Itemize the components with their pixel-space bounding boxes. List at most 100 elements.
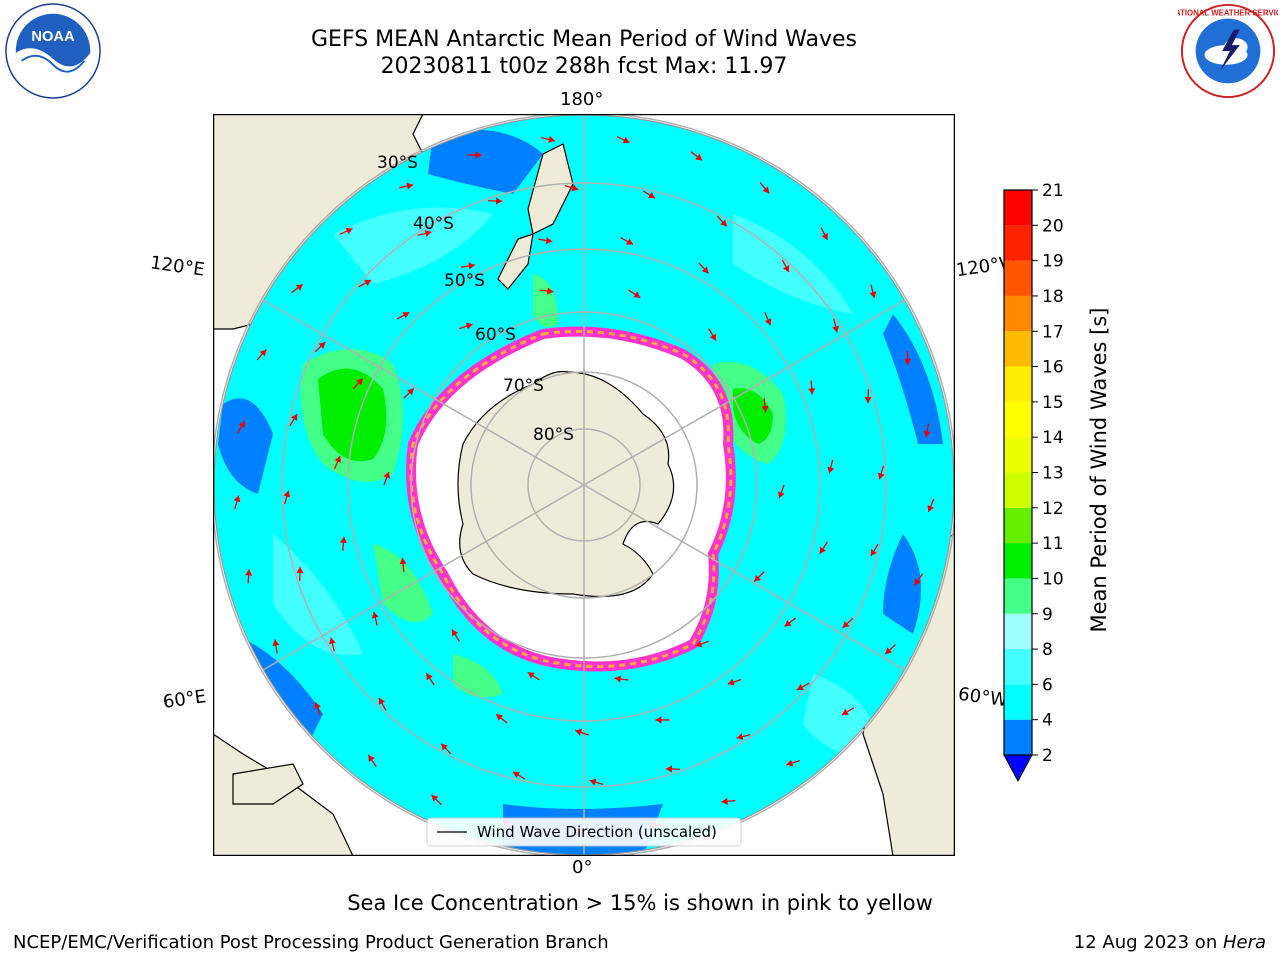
wind-arrow-head <box>371 611 379 619</box>
wind-arrow-head <box>841 708 849 715</box>
wind-arrow-head <box>877 472 885 480</box>
wind-arrow-head <box>328 637 336 645</box>
wind-arrow-head <box>709 333 716 341</box>
colorbar-segment <box>1004 472 1032 508</box>
wind-arrow-head <box>819 546 826 554</box>
wind-arrow-head <box>548 136 555 143</box>
wind-arrow-head <box>296 566 304 573</box>
wind-arrow-head <box>821 233 828 240</box>
wind-arrow-head <box>655 716 662 724</box>
colorbar-tick-label: 2 <box>1042 746 1053 766</box>
wind-arrow-head <box>283 490 291 498</box>
wind-arrow-head <box>827 466 835 474</box>
lat-label-40s: 40°S <box>413 214 454 234</box>
wind-arrow-head <box>695 153 703 161</box>
wind-arrow-head <box>762 186 770 194</box>
wind-arrow-head <box>402 312 410 319</box>
madagascar-land <box>232 763 304 805</box>
wind-arrow-head <box>259 349 267 357</box>
wind-arrow-head <box>701 266 709 274</box>
wind-arrow-head <box>870 549 877 557</box>
sea-ice-caption: Sea Ice Concentration > 15% is shown in … <box>347 891 933 915</box>
wind-arrow-head <box>784 620 792 627</box>
colorbar-tick-label: 10 <box>1042 569 1064 589</box>
wind-arrow-head <box>923 430 931 438</box>
lon-label-0: 0° <box>572 857 593 878</box>
lat-label-70s: 70°S <box>503 376 544 396</box>
colorbar-tick-label: 18 <box>1042 287 1064 307</box>
wind-arrow-head <box>575 729 583 736</box>
colorbar-segment <box>1004 190 1032 226</box>
wind-arrow-head <box>272 639 280 646</box>
lat-label-30s: 30°S <box>377 153 418 173</box>
wind-arrow-head <box>571 184 579 192</box>
wind-arrow-head <box>426 673 433 681</box>
wind-arrow-head <box>832 325 840 333</box>
chart-title: GEFS MEAN Antarctic Mean Period of Wind … <box>311 27 857 52</box>
wind-arrow-head <box>782 265 790 273</box>
lon-label-180: 180° <box>560 89 604 110</box>
colorbar-tick-label: 13 <box>1042 464 1064 484</box>
wind-arrow-head <box>339 536 347 544</box>
colorbar-segment <box>1004 613 1032 650</box>
wind-arrow-head <box>291 413 298 421</box>
wind-arrow-head <box>736 733 744 741</box>
lon-label-120e: 120°E <box>148 252 206 281</box>
colorbar-tick-label: 20 <box>1042 216 1064 236</box>
wind-arrow-head <box>318 342 326 349</box>
noaa-logo-text: NOAA <box>31 29 75 45</box>
wind-arrow-head <box>314 702 321 710</box>
wind-arrow-head <box>364 279 372 287</box>
colorbar: 2 4 6 8 9 10 11 12 13 14 15 16 17 18 19 20 21 Mean Perio… <box>1003 181 1111 783</box>
wind-arrow-head <box>383 471 391 479</box>
wind-arrow-head <box>777 491 785 499</box>
colorbar-segment <box>1004 437 1032 473</box>
wind-arrow-head <box>527 672 535 679</box>
wind-arrow-head <box>720 219 727 227</box>
polar-map: 30°S 40°S 50°S 60°S 70°S 80°S Wind Wave … <box>213 114 955 856</box>
colorbar-tick-label: 19 <box>1042 252 1064 272</box>
wind-arrow-head <box>496 197 503 205</box>
colorbar-segment <box>1004 578 1032 614</box>
colorbar-segment <box>1004 684 1032 720</box>
colorbar-ticks: 2 4 6 8 9 10 11 12 13 14 15 16 17 18 19 20 21 <box>1032 181 1064 766</box>
wind-arrow-head <box>441 743 448 751</box>
wind-arrow-head <box>869 291 877 299</box>
wind-arrow-head <box>626 238 634 245</box>
wind-arrow-head <box>808 388 816 395</box>
wind-arrow-head <box>431 794 439 802</box>
wind-arrow-head <box>721 797 728 805</box>
wind-arrow-head <box>238 420 245 428</box>
colorbar-segment <box>1004 225 1032 261</box>
wind-arrow-head <box>796 683 804 691</box>
wind-arrow-head <box>842 621 850 628</box>
wind-arrow-head <box>452 629 459 637</box>
colorbar-segment <box>1004 401 1032 438</box>
wind-arrow-head <box>633 291 641 298</box>
wind-arrow-head <box>406 182 414 190</box>
noaa-logo: NOAA <box>5 3 101 99</box>
colorbar-tick-label: 15 <box>1042 393 1064 413</box>
map-legend: Wind Wave Direction (unscaled) <box>426 817 742 847</box>
wind-arrow-head <box>496 714 503 721</box>
wind-arrow-head <box>864 397 872 404</box>
colorbar-segment <box>1004 331 1032 367</box>
wind-arrow-head <box>465 322 473 330</box>
wind-arrow-head <box>786 759 794 767</box>
colorbar-segment <box>1004 543 1032 579</box>
wind-arrow-head <box>622 136 630 144</box>
lon-label-60e: 60°E <box>161 686 208 713</box>
colorbar-tick-label: 12 <box>1042 499 1064 519</box>
wind-arrow-head <box>648 192 656 199</box>
wind-arrow-head <box>764 318 772 326</box>
wind-arrow-head <box>512 771 520 778</box>
footer-date: 12 Aug 2023 on Hera <box>1074 932 1266 954</box>
colorbar-tick-label: 8 <box>1042 640 1053 660</box>
wind-arrow-head <box>378 697 386 705</box>
nws-logo: NATIONAL WEATHER SERVICE <box>1178 3 1278 99</box>
wind-arrow-head <box>545 237 553 244</box>
wind-arrow-head <box>614 675 622 683</box>
lat-label-80s: 80°S <box>533 425 574 445</box>
wind-arrow-head <box>407 388 414 396</box>
wind-arrow-head <box>233 495 241 503</box>
